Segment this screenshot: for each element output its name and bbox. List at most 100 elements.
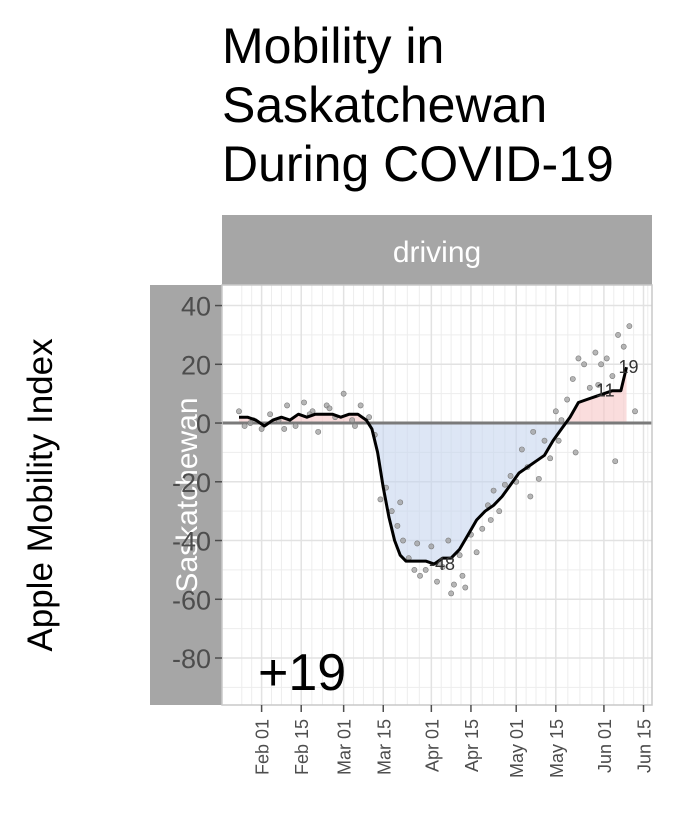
data-point	[414, 540, 421, 547]
x-tick-label: May 01	[507, 719, 527, 778]
data-point	[496, 508, 503, 515]
y-axis-title: Apple Mobility Index	[21, 338, 60, 652]
x-tick-label: Apr 15	[462, 719, 482, 772]
data-point	[456, 552, 463, 559]
data-point	[490, 487, 497, 494]
data-point	[462, 584, 469, 591]
data-point	[575, 355, 582, 362]
data-point	[615, 332, 621, 338]
facet-strip-side	[150, 285, 222, 705]
data-point	[241, 423, 248, 429]
data-point	[558, 417, 565, 424]
y-tick-label: -60	[172, 585, 211, 615]
series-line	[239, 366, 628, 566]
annotation-label: 11	[596, 381, 615, 401]
data-point	[609, 373, 616, 379]
annotation-label: 19	[619, 357, 639, 377]
data-point	[417, 572, 423, 579]
x-axis: Feb 01 Feb 15 Mar 01 Mar 15 Apr 01 Apr 15 May …	[253, 705, 655, 778]
data-point	[326, 405, 333, 412]
x-tick-label: Feb 15	[292, 719, 312, 775]
data-point	[445, 537, 452, 544]
data-point	[422, 566, 429, 573]
data-point	[632, 408, 638, 415]
data-point	[603, 355, 610, 362]
data-point	[572, 449, 579, 456]
data-point	[595, 381, 602, 388]
data-point	[479, 525, 486, 532]
data-point	[518, 446, 525, 453]
data-point	[400, 537, 406, 544]
data-point	[620, 343, 627, 350]
change-label: +19	[258, 644, 346, 702]
data-point	[428, 543, 435, 550]
facet-label-driving: driving	[393, 236, 481, 269]
y-tick-label: -20	[172, 468, 211, 498]
chart-title-line-3: During COVID-19	[222, 136, 614, 192]
data-point	[258, 426, 265, 432]
data-point	[281, 426, 288, 432]
data-point	[547, 455, 554, 462]
y-tick-label: 40	[181, 292, 211, 322]
data-point	[247, 420, 254, 426]
x-tick-label: Apr 01	[422, 719, 442, 772]
data-point	[581, 361, 588, 368]
data-point	[284, 402, 290, 409]
annotation-label: -48	[429, 554, 455, 574]
data-point	[394, 522, 401, 529]
data-point	[267, 411, 273, 418]
y-axis: 40 20 0 -20 -40 -60 -80	[172, 292, 222, 674]
data-point	[388, 508, 395, 515]
facet-label-saskatchewan: Saskatchewan	[171, 397, 204, 592]
data-point	[451, 581, 457, 588]
x-tick-label: May 15	[547, 719, 567, 778]
data-point	[541, 437, 548, 444]
x-tick-label: Mar 15	[374, 719, 394, 775]
data-point	[352, 423, 358, 429]
data-point	[473, 549, 480, 556]
panel-border	[221, 284, 653, 706]
area-below-baseline	[368, 423, 566, 565]
y-tick-label: -80	[172, 644, 211, 674]
data-point	[459, 572, 466, 579]
y-tick-label: -40	[172, 527, 211, 557]
data-point	[535, 475, 542, 482]
data-point	[598, 361, 604, 368]
chart-title-line-1: Mobility in	[222, 18, 444, 74]
data-point	[569, 376, 576, 382]
data-point	[397, 499, 404, 506]
data-point	[530, 428, 537, 435]
data-point	[434, 578, 440, 585]
data-point	[448, 590, 455, 597]
data-point	[292, 423, 299, 429]
data-point	[612, 458, 619, 465]
x-tick-label: Jun 01	[595, 719, 615, 773]
data-point	[487, 517, 494, 523]
data-point	[626, 323, 633, 330]
facet-strip-top	[222, 215, 652, 285]
data-point	[592, 349, 599, 356]
x-tick-label: Mar 01	[335, 719, 355, 775]
chart-title-line-2: Saskatchewan	[222, 77, 547, 133]
y-tick-label: 20	[181, 350, 211, 380]
data-point	[357, 402, 364, 409]
data-point	[340, 390, 347, 397]
x-tick-label: Feb 01	[253, 719, 273, 775]
x-tick-label: Jun 15	[635, 719, 655, 773]
y-tick-label: 0	[196, 409, 211, 439]
data-point	[366, 414, 373, 421]
data-point	[527, 493, 534, 500]
data-point	[411, 566, 418, 573]
data-point	[236, 408, 242, 415]
data-point	[349, 417, 356, 424]
data-point	[564, 396, 571, 403]
data-point	[586, 384, 593, 391]
data-point	[315, 428, 322, 435]
data-point	[555, 437, 562, 444]
data-point	[377, 496, 384, 503]
data-point	[552, 408, 559, 415]
data-point	[301, 399, 307, 406]
data-point	[501, 481, 508, 488]
area-above-baseline	[565, 367, 627, 424]
